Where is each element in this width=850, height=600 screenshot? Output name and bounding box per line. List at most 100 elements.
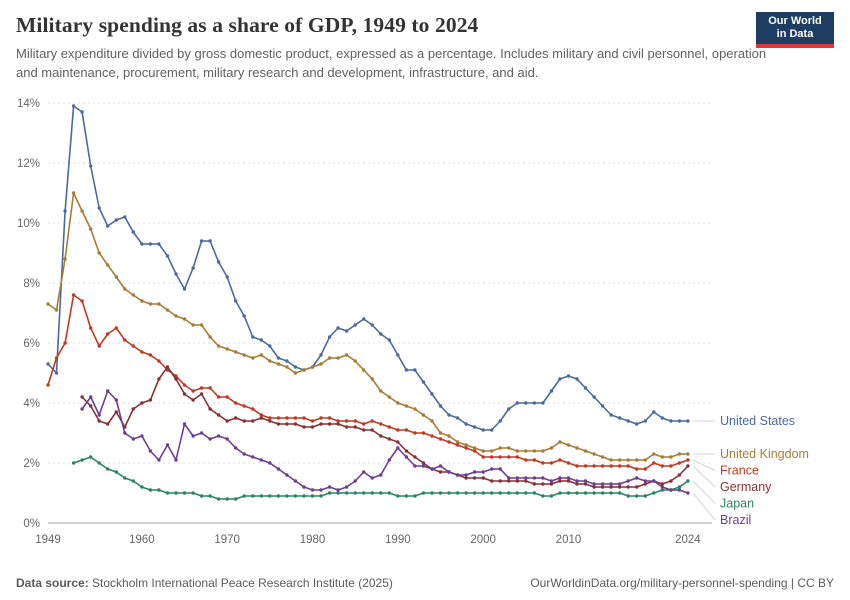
footer-link[interactable]: OurWorldinData.org/military-personnel-sp… xyxy=(530,576,834,590)
x-tick-label: 1960 xyxy=(129,534,155,546)
series-marker xyxy=(507,445,511,450)
series-marker xyxy=(285,415,289,420)
owid-logo[interactable]: Our World in Data xyxy=(756,12,834,48)
legend-label-united-kingdom[interactable]: United Kingdom xyxy=(720,447,809,461)
series-marker xyxy=(455,415,460,420)
series-marker xyxy=(379,433,383,438)
series-marker xyxy=(549,445,554,450)
series-marker xyxy=(89,226,93,231)
series-marker xyxy=(362,367,366,372)
series-marker xyxy=(472,490,477,495)
series-marker xyxy=(583,490,588,495)
series-marker xyxy=(626,418,630,423)
series-marker xyxy=(302,424,306,429)
series-marker xyxy=(430,391,434,396)
series-marker xyxy=(293,493,298,498)
series-marker xyxy=(438,403,443,408)
series-marker xyxy=(114,397,119,402)
series-marker xyxy=(242,403,246,408)
series-marker xyxy=(251,493,255,498)
owid-logo-line1: Our World xyxy=(768,15,822,27)
series-marker xyxy=(80,109,84,114)
series-marker xyxy=(259,457,263,462)
series-united-states xyxy=(46,103,690,432)
series-marker xyxy=(618,481,622,486)
series-marker xyxy=(199,385,204,390)
legend-label-united-states[interactable]: United States xyxy=(720,414,795,428)
series-marker xyxy=(285,358,289,363)
series-marker xyxy=(71,292,76,297)
series-marker xyxy=(677,472,682,477)
series-marker xyxy=(97,460,101,465)
series-marker xyxy=(242,493,246,498)
legend-label-france[interactable]: France xyxy=(720,463,759,477)
series-marker xyxy=(549,388,554,393)
series-marker xyxy=(438,430,443,435)
series-marker xyxy=(490,454,494,459)
series-marker xyxy=(71,190,76,195)
series-marker xyxy=(234,400,238,405)
series-marker xyxy=(344,490,349,495)
series-brazil xyxy=(80,388,690,495)
series-marker xyxy=(472,424,477,429)
x-tick-label: 1980 xyxy=(300,534,326,546)
series-marker xyxy=(455,490,460,495)
series-marker xyxy=(472,475,477,480)
series-marker xyxy=(344,424,349,429)
x-tick-label: 2024 xyxy=(675,534,701,546)
series-marker xyxy=(123,286,127,291)
series-marker xyxy=(123,337,127,342)
legend-label-japan[interactable]: Japan xyxy=(720,496,754,510)
legend-label-germany[interactable]: Germany xyxy=(720,480,772,494)
series-marker xyxy=(592,463,596,468)
series-marker xyxy=(157,487,161,492)
series-marker xyxy=(140,241,144,246)
series-marker xyxy=(370,418,374,423)
chart-area: 0% 2% 4% 6% 8% 10% 12% 14% 1949 1960 1970 1980 1990 2… xyxy=(0,85,850,562)
series-marker xyxy=(677,418,682,423)
series-marker xyxy=(447,412,451,417)
series-marker xyxy=(268,343,272,348)
legend-connector xyxy=(692,480,716,504)
series-marker xyxy=(148,352,153,357)
line-chart: 0% 2% 4% 6% 8% 10% 12% 14% 1949 1960 1970 1980 1990 2… xyxy=(17,98,809,546)
series-marker xyxy=(327,334,332,339)
series-marker xyxy=(106,262,110,267)
series-marker xyxy=(532,475,537,480)
series-marker xyxy=(686,451,690,456)
y-tick-label: 8% xyxy=(23,278,40,290)
series-marker xyxy=(199,322,204,327)
series-marker xyxy=(106,331,110,336)
series-marker xyxy=(174,376,178,381)
series-marker xyxy=(140,484,144,489)
series-marker xyxy=(669,478,673,483)
series-marker xyxy=(660,484,664,489)
series-marker xyxy=(669,418,673,423)
series-marker xyxy=(344,418,349,423)
series-marker xyxy=(157,301,161,306)
series-marker xyxy=(199,391,204,396)
x-tick-label: 2010 xyxy=(556,534,582,546)
series-marker xyxy=(609,484,613,489)
series-marker xyxy=(140,433,144,438)
series-marker xyxy=(455,472,460,477)
series-marker xyxy=(199,430,204,435)
chart-header: Military spending as a share of GDP, 194… xyxy=(0,0,850,83)
series-marker xyxy=(242,418,246,423)
series-marker xyxy=(481,448,485,453)
legend-label-brazil[interactable]: Brazil xyxy=(720,513,751,527)
series-marker xyxy=(336,418,340,423)
series-marker xyxy=(643,478,647,483)
series-marker xyxy=(558,475,562,480)
series-marker xyxy=(583,463,588,468)
series-marker xyxy=(268,358,272,363)
series-marker xyxy=(541,493,545,498)
series-marker xyxy=(140,298,144,303)
series-marker xyxy=(643,466,647,471)
data-source-label: Data source: xyxy=(16,576,89,590)
series-marker xyxy=(472,448,477,453)
series-marker xyxy=(319,421,323,426)
y-tick-label: 4% xyxy=(23,398,40,410)
series-marker xyxy=(626,478,630,483)
y-tick-label: 14% xyxy=(17,98,40,110)
